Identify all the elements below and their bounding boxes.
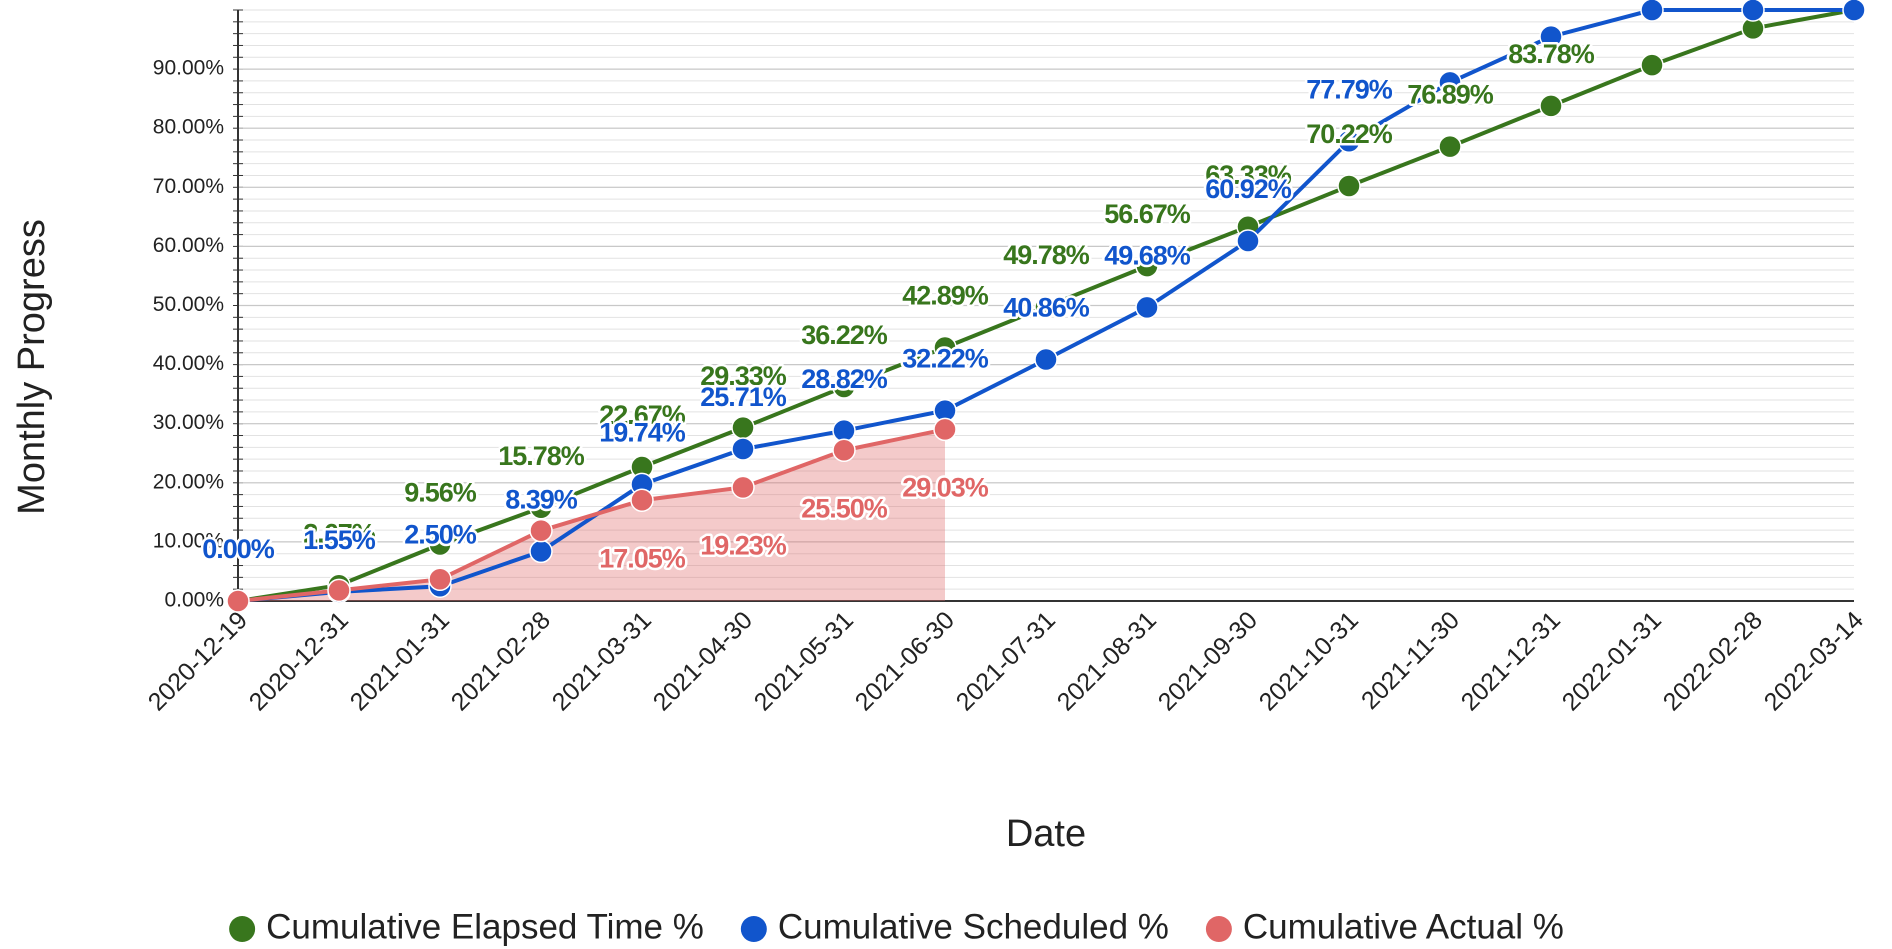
point — [1236, 229, 1260, 253]
point — [1640, 0, 1664, 22]
x-tick-label: 2021-05-31 — [749, 606, 859, 716]
point — [630, 488, 654, 512]
point — [327, 578, 351, 603]
data-label: 49.78% — [1003, 240, 1090, 270]
point — [832, 418, 856, 443]
point — [1438, 134, 1462, 159]
point — [1438, 70, 1462, 95]
data-label: 29.03% — [902, 473, 989, 503]
x-tick-label: 2021-07-31 — [951, 606, 1061, 716]
x-tick-label: 2021-01-31 — [345, 606, 455, 716]
x-tick-label: 2021-02-28 — [446, 606, 556, 716]
point — [1135, 254, 1159, 278]
point — [1539, 94, 1563, 118]
legend-label: Cumulative Elapsed Time % — [266, 907, 704, 946]
data-label: 9.56% — [404, 478, 477, 508]
legend: Cumulative Elapsed Time % Cumulative Sche… — [229, 907, 1564, 946]
legend-label: Cumulative Actual % — [1243, 907, 1564, 946]
point — [529, 518, 553, 543]
legend-marker — [1205, 916, 1232, 942]
x-tick-label: 2022-02-28 — [1658, 606, 1768, 716]
data-label: 2.67% — [303, 518, 376, 548]
x-tick-label: 2022-03-14 — [1759, 606, 1869, 716]
y-tick-label: 10.00% — [153, 529, 224, 552]
point — [1842, 0, 1866, 22]
data-label: 36.22% — [801, 320, 888, 350]
data-label: 76.89% — [1407, 80, 1494, 110]
data-label: 15.78% — [498, 441, 585, 471]
data-label: 28.82% — [801, 364, 888, 394]
area — [238, 429, 945, 601]
data-label: 49.68% — [1104, 241, 1191, 271]
y-tick-label: 80.00% — [153, 116, 224, 139]
x-tick-label: 2021-12-31 — [1456, 606, 1566, 716]
data-label: 42.89% — [902, 281, 989, 311]
point — [731, 475, 755, 500]
legend-label: Cumulative Scheduled % — [778, 907, 1169, 946]
data-label: 2.50% — [404, 519, 477, 549]
x-tick-label: 2021-10-31 — [1254, 606, 1364, 716]
y-tick-label: 30.00% — [153, 411, 224, 434]
x-tick-label: 2021-06-30 — [850, 606, 960, 716]
line — [237, 427, 946, 603]
x-tick-label: 2021-04-30 — [648, 606, 758, 716]
point — [428, 567, 452, 592]
point — [832, 375, 856, 399]
data-label: 19.23% — [700, 530, 787, 560]
y-tick-label: 60.00% — [153, 234, 224, 257]
y-tick-label: 50.00% — [153, 293, 224, 316]
point — [1034, 347, 1058, 372]
x-tick-label: 2020-12-19 — [143, 606, 253, 716]
x-tick-label: 2021-09-30 — [1153, 606, 1263, 716]
x-tick-label: 2021-08-31 — [1052, 606, 1162, 716]
y-axis-title: Monthly Progress — [11, 219, 53, 515]
y-tick-label: 20.00% — [153, 470, 224, 493]
point — [1337, 129, 1361, 154]
data-label: 32.22% — [902, 344, 989, 374]
y-tick-label: 90.00% — [153, 57, 224, 80]
data-label: 0.00% — [202, 534, 275, 564]
point — [1539, 24, 1563, 49]
x-tick-label: 2021-11-30 — [1356, 606, 1465, 715]
data-label: 17.05% — [599, 543, 686, 573]
point — [731, 415, 755, 440]
point — [529, 539, 553, 564]
data-label: 77.79% — [1306, 74, 1393, 104]
data-label: 25.50% — [801, 493, 888, 523]
point — [832, 438, 856, 463]
point — [1337, 174, 1361, 198]
point — [1034, 295, 1058, 319]
point — [428, 532, 452, 557]
data-label: 19.74% — [599, 417, 686, 447]
x-tick-label: 2022-01-31 — [1557, 606, 1667, 716]
data-label: 63.33% — [1205, 160, 1292, 190]
point — [933, 335, 957, 360]
legend-marker — [229, 916, 256, 942]
y-tick-label: 0.00% — [164, 589, 224, 612]
data-label: 70.22% — [1306, 119, 1393, 149]
x-tick-label: 2021-03-31 — [547, 606, 657, 716]
data-label: 56.67% — [1104, 199, 1191, 229]
point — [1135, 295, 1159, 320]
data-label: 29.33% — [700, 361, 787, 391]
x-axis-title: Date — [1006, 813, 1086, 855]
point — [731, 437, 755, 461]
data-label: 1.55% — [303, 525, 376, 555]
data-label: 8.39% — [505, 485, 578, 515]
x-tick-label: 2020-12-31 — [244, 606, 354, 716]
data-label: 60.92% — [1205, 174, 1292, 204]
point — [1741, 0, 1765, 22]
point — [226, 589, 250, 613]
y-tick-label: 40.00% — [153, 352, 224, 375]
data-label: 83.78% — [1508, 39, 1595, 69]
point — [529, 495, 553, 520]
data-label: 40.86% — [1003, 293, 1090, 323]
y-tick-label: 70.00% — [153, 175, 224, 198]
data-label: 22.67% — [599, 400, 686, 430]
point — [933, 417, 957, 442]
point — [1640, 53, 1664, 77]
data-label: 25.71% — [700, 382, 787, 412]
legend-marker — [740, 916, 767, 942]
